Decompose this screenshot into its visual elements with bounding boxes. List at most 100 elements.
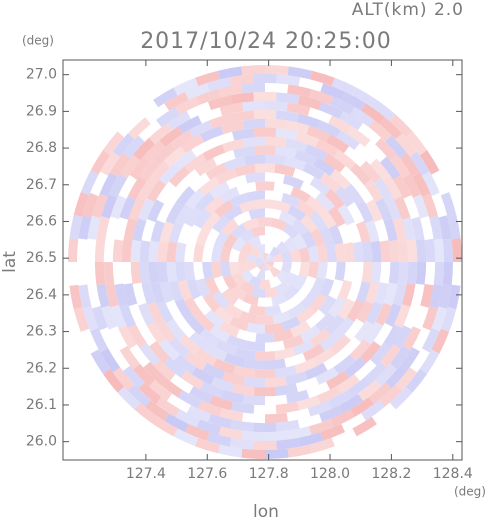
radar-cell — [114, 283, 129, 307]
radar-cell — [265, 430, 289, 442]
radar-cell — [213, 230, 229, 249]
radar-cell — [334, 186, 355, 208]
radar-cell — [375, 137, 397, 161]
radar-cell — [343, 242, 355, 262]
radar-cell — [157, 262, 169, 283]
radar-cell — [406, 262, 418, 285]
radar-cell — [203, 293, 221, 313]
radar-cell — [248, 276, 261, 289]
radar-cell — [281, 250, 292, 262]
radar-cell — [304, 362, 328, 380]
radar-cell — [339, 110, 364, 131]
radar-cell — [94, 262, 106, 286]
y-tick-label: 26.0 — [26, 434, 57, 450]
radar-cell — [361, 241, 373, 262]
radar-cell — [139, 158, 160, 182]
radar-cell — [94, 238, 106, 262]
radar-cell — [247, 253, 258, 262]
radar-cell — [346, 221, 362, 244]
radar-cell — [204, 195, 225, 215]
radar-cell — [145, 400, 169, 421]
radar-cell — [292, 233, 308, 250]
radar-cell — [352, 241, 364, 262]
radar-cell — [294, 358, 317, 374]
radar-cell — [412, 305, 429, 330]
radar-cell — [388, 239, 400, 262]
radar-cell — [114, 217, 129, 241]
radar-cell — [349, 339, 371, 361]
radar-cell — [198, 107, 223, 124]
radar-cell — [203, 211, 221, 231]
radar-cell — [365, 219, 380, 243]
radar-cell — [300, 291, 318, 310]
radar-cell — [271, 293, 288, 307]
radar-cell — [388, 262, 400, 285]
radar-cell — [346, 202, 365, 225]
radar-cell — [301, 230, 317, 249]
radar-cell — [204, 228, 220, 247]
radar-cell — [112, 239, 124, 262]
radar-cell — [209, 395, 234, 411]
radar-cell — [78, 284, 92, 309]
radar-cell — [188, 386, 213, 404]
radar-cell — [319, 405, 344, 423]
radar-cell — [451, 262, 463, 286]
radar-cell — [105, 216, 119, 241]
radar-cell — [243, 136, 265, 148]
radar-cell — [309, 419, 334, 435]
radar-cell — [253, 127, 277, 138]
radar-cell — [168, 280, 184, 303]
radar-cell — [343, 262, 355, 282]
radar-cell — [305, 309, 326, 329]
radar-cell — [265, 322, 284, 334]
radar-cell — [379, 240, 391, 262]
radar-cell — [257, 253, 265, 262]
radar-cell — [254, 163, 276, 173]
radar-cell — [239, 310, 258, 324]
radar-cell — [202, 144, 226, 162]
radar-cell — [272, 262, 283, 271]
radar-cell — [220, 246, 232, 262]
radar-cell — [220, 262, 232, 278]
radar-cell — [325, 243, 337, 262]
radar-cell — [370, 262, 382, 284]
radar-cell — [309, 89, 334, 105]
radar-cell — [173, 77, 199, 96]
radar-cell — [100, 151, 121, 176]
radar-cell — [295, 376, 319, 393]
radar-cell — [285, 371, 308, 386]
radar-cell — [431, 328, 450, 354]
radar-cell — [189, 331, 211, 352]
radar-cell — [405, 131, 428, 156]
radar-cell — [354, 143, 377, 165]
radar-cell — [319, 331, 341, 352]
radar-cell — [255, 333, 275, 343]
radar-cell — [296, 200, 316, 218]
radar-cell — [218, 84, 243, 98]
radar-cell — [147, 199, 165, 223]
radar-cell — [193, 208, 212, 229]
y-tick-label: 27.0 — [26, 67, 57, 83]
radar-cell — [219, 186, 240, 203]
radar-cell — [284, 272, 299, 288]
radar-cell — [256, 269, 265, 280]
radar-cell — [189, 172, 211, 193]
radar-cell — [317, 120, 342, 138]
radar-cell — [231, 401, 255, 414]
radar-cell — [291, 288, 309, 306]
radar-cell — [212, 291, 230, 310]
radar-cell — [400, 347, 421, 371]
radar-cell — [146, 321, 167, 345]
radar-cell — [127, 384, 151, 407]
radar-cell — [433, 262, 445, 286]
radar-cell — [159, 126, 183, 147]
radar-cell — [112, 367, 135, 391]
radar-cell — [265, 376, 287, 388]
chart-title: 2017/10/24 20:25:00 — [140, 29, 392, 54]
radar-cell — [240, 241, 254, 255]
radar-cell — [346, 280, 362, 303]
radar-cell — [242, 217, 259, 231]
x-unit: (deg) — [454, 485, 486, 499]
radar-cell — [307, 400, 332, 417]
radar-cell — [205, 162, 228, 181]
